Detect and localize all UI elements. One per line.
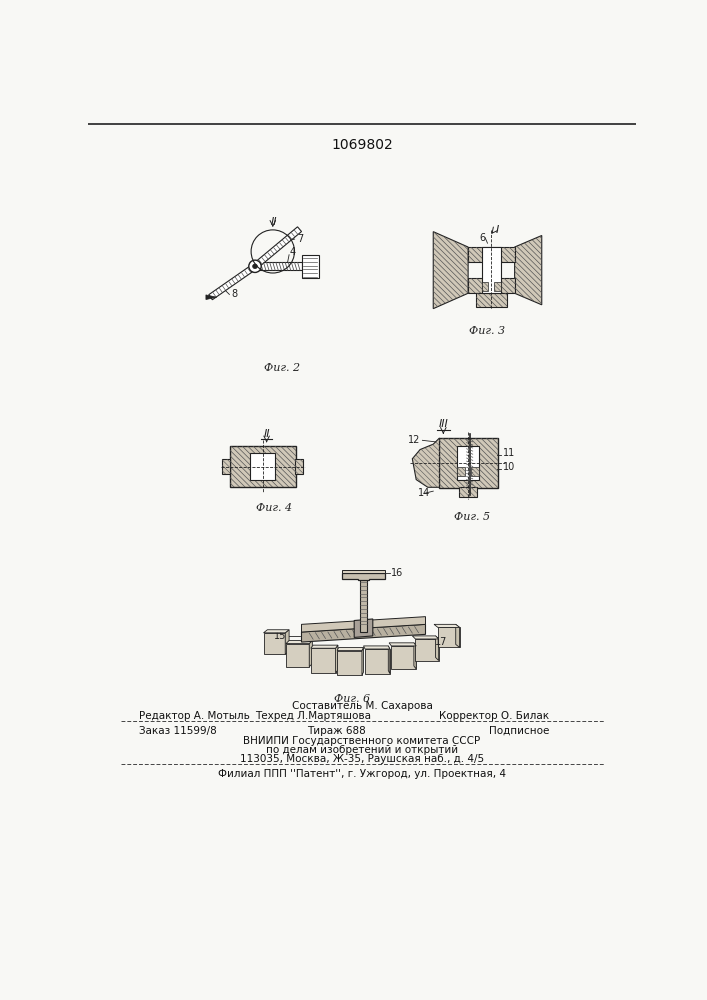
Polygon shape [209,264,257,300]
Polygon shape [412,438,440,487]
Polygon shape [264,630,289,633]
Polygon shape [206,295,217,300]
Text: Заказ 11599/8: Заказ 11599/8 [139,726,216,736]
Text: 7: 7 [297,234,303,244]
Polygon shape [285,630,289,654]
Text: Корректор О. Билак: Корректор О. Билак [439,711,549,721]
Polygon shape [286,644,309,667]
Polygon shape [337,651,362,675]
Text: 113035, Москва, Ж-35, Раушская наб., д. 4/5: 113035, Москва, Ж-35, Раушская наб., д. … [240,754,484,764]
Bar [459,487,477,497]
Polygon shape [434,624,460,627]
Polygon shape [255,262,301,270]
Polygon shape [416,639,438,661]
Text: 1069802: 1069802 [331,138,393,152]
Text: Фиг. 2: Фиг. 2 [264,363,300,373]
Text: Фиг. 3: Фиг. 3 [469,326,506,336]
Bar [472,466,479,476]
Bar [440,438,498,488]
Polygon shape [363,646,390,649]
Text: Составитель М. Сахарова: Составитель М. Сахарова [291,701,433,711]
Polygon shape [388,646,390,674]
Text: Фиг. 4: Фиг. 4 [257,503,293,513]
Polygon shape [389,643,416,646]
Polygon shape [414,643,416,669]
Text: по делам изобретений и открытий: по делам изобретений и открытий [266,745,458,755]
Text: Фиг. 5: Фиг. 5 [454,512,490,522]
Polygon shape [311,645,338,648]
Polygon shape [433,232,468,309]
Bar [457,466,465,476]
Bar [494,282,501,291]
Polygon shape [362,647,363,675]
Polygon shape [341,570,385,573]
Polygon shape [392,646,416,669]
Bar [482,247,501,293]
Polygon shape [253,227,301,269]
Polygon shape [515,235,542,305]
Text: 14: 14 [418,488,430,498]
Polygon shape [337,647,363,651]
Text: Редактор А. Мотыль: Редактор А. Мотыль [139,711,250,721]
Bar [301,255,319,278]
Polygon shape [311,648,336,673]
Polygon shape [360,578,368,632]
Polygon shape [456,624,460,647]
Circle shape [249,260,261,272]
Polygon shape [286,641,312,644]
Text: Подписное: Подписное [489,726,549,736]
Bar [250,453,275,480]
Text: 10: 10 [503,462,515,472]
Text: Тираж 688: Тираж 688 [307,726,366,736]
Text: I: I [495,225,498,235]
Circle shape [252,264,257,269]
Bar [223,459,230,474]
Polygon shape [438,627,460,647]
Polygon shape [264,633,285,654]
Polygon shape [468,247,515,262]
Polygon shape [336,645,338,673]
Text: 12: 12 [409,435,421,445]
Polygon shape [354,619,373,637]
Bar [482,282,489,291]
Polygon shape [468,278,515,293]
Text: 11: 11 [503,448,515,458]
Polygon shape [476,293,507,307]
Text: 17: 17 [435,637,447,647]
Text: 16: 16 [391,568,403,578]
Text: 15: 15 [274,631,286,641]
Polygon shape [301,624,426,642]
Bar [296,459,303,474]
Polygon shape [301,617,426,632]
Polygon shape [412,636,438,639]
Text: II: II [271,217,278,227]
Text: Филиал ППП ''Патент'', г. Ужгород, ул. Проектная, 4: Филиал ППП ''Патент'', г. Ужгород, ул. П… [218,769,506,779]
Text: ВНИИПИ Государственного комитета СССР: ВНИИПИ Государственного комитета СССР [243,736,481,746]
Text: II: II [264,429,270,439]
Bar [230,446,296,487]
Polygon shape [309,641,312,667]
Text: 8: 8 [232,289,238,299]
Bar [457,446,479,480]
Polygon shape [341,573,385,580]
Text: 4: 4 [290,247,296,257]
Text: 6: 6 [479,233,485,243]
Text: Техред Л.Мартяшова: Техред Л.Мартяшова [255,711,371,721]
Text: Фиг. 6: Фиг. 6 [334,694,370,704]
Text: III: III [438,419,448,429]
Polygon shape [365,649,390,674]
Polygon shape [436,636,438,661]
